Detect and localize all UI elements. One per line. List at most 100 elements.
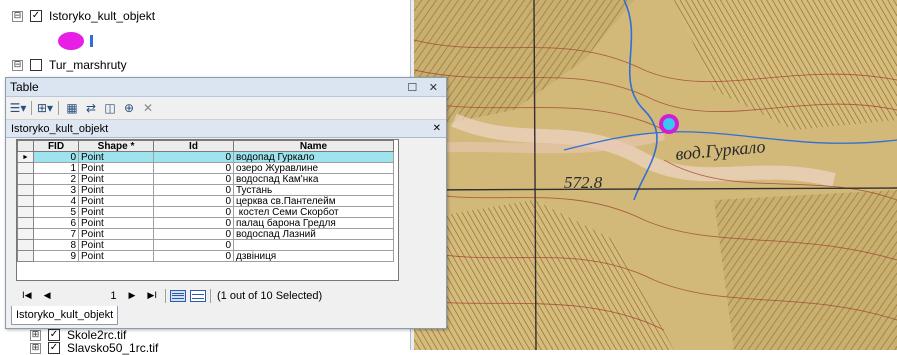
row-selector[interactable] [17,162,34,174]
cell-fid[interactable]: 1 [33,162,79,174]
table-bottom-tab[interactable]: Istoryko_kult_objekt [11,306,119,325]
row-selector[interactable] [17,228,34,240]
cell-id[interactable]: 0 [153,239,234,251]
map-view[interactable]: вод.Гуркало 572.8 [414,0,897,350]
related-tables-icon[interactable]: ⊞▾ [36,101,54,115]
expand-icon[interactable]: ⊞ [30,329,41,341]
clear-selection-icon[interactable]: ◫ [104,101,116,115]
cell-name[interactable]: водопад Гуркало [233,151,394,163]
collapse-icon[interactable]: ⊟ [12,59,23,71]
cell-name[interactable]: озеро Журавлине [233,162,394,174]
cell-fid[interactable]: 6 [33,217,79,229]
table-row[interactable]: 1 Point 0 озеро Журавлине [17,162,394,174]
table-row[interactable]: 8 Point 0 [17,239,394,251]
row-selector[interactable] [17,184,34,196]
cell-fid[interactable]: 8 [33,239,79,251]
column-header-fid[interactable]: FID [33,140,79,152]
cell-name[interactable] [233,239,394,251]
layer-name[interactable]: Slavsko50_1rc.tif [67,341,159,355]
toc-layer-skole[interactable]: ⊞ ✓ Skole2rc.tif [30,328,126,342]
cell-fid[interactable]: 9 [33,250,79,262]
cell-id[interactable]: 0 [153,217,234,229]
table-tab-header[interactable]: Istoryko_kult_objekt ✕ [6,120,446,138]
column-header-id[interactable]: Id [153,140,234,152]
cell-id[interactable]: 0 [153,206,234,218]
layer-visibility-checkbox[interactable]: ✓ [48,329,60,341]
cell-name[interactable]: Тустань [233,184,394,196]
cell-shape[interactable]: Point [78,173,154,185]
layer-name[interactable]: Skole2rc.tif [67,328,127,342]
layer-visibility-checkbox[interactable]: ✓ [30,10,42,22]
row-selector[interactable]: ► [17,151,34,163]
cell-id[interactable]: 0 [153,250,234,262]
row-selector[interactable] [17,217,34,229]
cell-name[interactable]: дзвіниця [233,250,394,262]
row-selector[interactable] [17,239,34,251]
row-selector[interactable] [17,173,34,185]
close-tab-icon[interactable]: ✕ [432,123,441,134]
table-row[interactable]: ► 0 Point 0 водопад Гуркало [17,151,394,163]
table-row[interactable]: 3 Point 0 Тустань [17,184,394,196]
window-title-bar[interactable]: Table ☐ ✕ [6,78,446,97]
cell-id[interactable]: 0 [153,162,234,174]
cell-name[interactable]: водоспад Лазний [233,228,394,240]
table-row[interactable]: 2 Point 0 водоспад Кам'нка [17,173,394,185]
layer-name[interactable]: Istoryko_kult_objekt [49,9,156,23]
toc-layer-istoryko[interactable]: ⊟ ✓ Istoryko_kult_objekt [12,9,155,23]
toc-layer-tur-marshruty[interactable]: ⊟ Tur_marshruty [12,58,127,72]
table-row[interactable]: 9 Point 0 дзвіниця [17,250,394,262]
cell-shape[interactable]: Point [78,162,154,174]
cell-shape[interactable]: Point [78,195,154,207]
layer-name[interactable]: Tur_marshruty [49,58,127,72]
first-record-button[interactable]: I◀ [22,291,32,301]
cell-id[interactable]: 0 [153,228,234,240]
window-controls[interactable]: ☐ ✕ [407,80,442,94]
toc-layer-slavsko[interactable]: ⊞ ✓ Slavsko50_1rc.tif [30,341,158,355]
show-selected-records-icon[interactable] [190,290,206,302]
cell-shape[interactable]: Point [78,217,154,229]
cell-id[interactable]: 0 [153,151,234,163]
table-row[interactable]: 4 Point 0 церква св.Пантелейм [17,195,394,207]
attribute-table-window[interactable]: Table ☐ ✕ ☰▾ ⊞▾ ▦ ⇄ ◫ ⊕ ✕ Istoryko_kult_… [5,77,447,329]
layer-visibility-checkbox[interactable] [30,59,42,71]
cell-fid[interactable]: 5 [33,206,79,218]
table-row[interactable]: 7 Point 0 водоспад Лазний [17,228,394,240]
cell-fid[interactable]: 0 [33,151,79,163]
cell-id[interactable]: 0 [153,173,234,185]
cell-shape[interactable]: Point [78,250,154,262]
next-record-button[interactable]: ▶ [128,291,136,301]
cell-id[interactable]: 0 [153,195,234,207]
cell-fid[interactable]: 2 [33,173,79,185]
row-selector-header[interactable] [17,140,34,152]
cell-fid[interactable]: 4 [33,195,79,207]
column-header-name[interactable]: Name [233,140,394,152]
cell-fid[interactable]: 3 [33,184,79,196]
cell-name[interactable]: церква св.Пантелейм [233,195,394,207]
previous-record-button[interactable]: ◀ [43,291,51,301]
current-record-field[interactable]: 1 [110,290,117,302]
cell-name[interactable]: костел Семи Скорбот [233,206,394,218]
table-row[interactable]: 5 Point 0 костел Семи Скорбот [17,206,394,218]
table-row[interactable]: 6 Point 0 палац барона Гредля [17,217,394,229]
delete-selected-icon[interactable]: ✕ [142,101,154,115]
collapse-icon[interactable]: ⊟ [12,10,23,22]
table-options-icon[interactable]: ☰▾ [9,101,27,115]
cell-shape[interactable]: Point [78,206,154,218]
cell-shape[interactable]: Point [78,228,154,240]
row-selector[interactable] [17,250,34,262]
cell-name[interactable]: палац барона Гредля [233,217,394,229]
cell-name[interactable]: водоспад Кам'нка [233,173,394,185]
cell-shape[interactable]: Point [78,184,154,196]
switch-selection-icon[interactable]: ⇄ [85,101,97,115]
show-all-records-icon[interactable] [170,290,186,302]
cell-shape[interactable]: Point [78,151,154,163]
attribute-grid[interactable]: FID Shape * Id Name ► 0 Point 0 водопад Гурк… [16,139,399,281]
zoom-to-selected-icon[interactable]: ⊕ [123,101,135,115]
cell-shape[interactable]: Point [78,239,154,251]
layer-visibility-checkbox[interactable]: ✓ [48,342,60,354]
cell-id[interactable]: 0 [153,184,234,196]
select-by-attributes-icon[interactable]: ▦ [66,101,78,115]
row-selector[interactable] [17,195,34,207]
column-header-shape[interactable]: Shape * [78,140,154,152]
cell-fid[interactable]: 7 [33,228,79,240]
